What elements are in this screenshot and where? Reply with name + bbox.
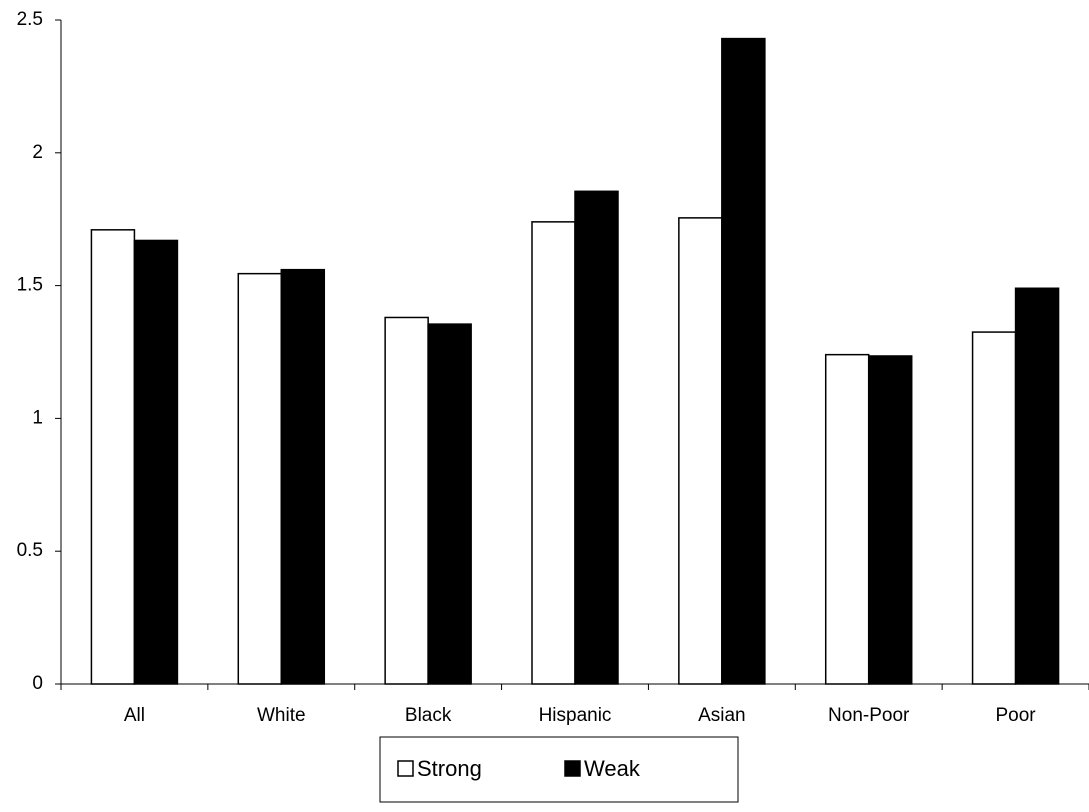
bar	[1014, 287, 1060, 685]
bar	[237, 272, 283, 685]
bar	[824, 353, 870, 685]
bar	[678, 217, 723, 685]
y-tick-label: 0.5	[17, 540, 43, 561]
x-tick-label: White	[257, 705, 306, 726]
bar	[867, 355, 913, 685]
x-tick-label: Asian	[698, 705, 746, 726]
legend-swatch	[397, 760, 414, 777]
bar	[574, 190, 619, 685]
x-tick-label: Non-Poor	[828, 705, 910, 726]
x-tick-label: All	[124, 705, 145, 726]
x-tick-label: Black	[405, 705, 452, 726]
y-tick-label: 2	[32, 142, 43, 163]
bar	[90, 229, 136, 685]
bar	[384, 316, 429, 685]
bar	[721, 37, 766, 685]
x-tick-label: Hispanic	[539, 705, 612, 726]
y-tick-label: 0	[32, 673, 43, 694]
x-tick-label: Poor	[996, 705, 1037, 726]
legend-box	[379, 736, 739, 803]
bar	[971, 331, 1017, 685]
bar	[531, 221, 576, 685]
y-tick-label: 2.5	[17, 9, 43, 30]
y-tick-label: 1	[32, 407, 43, 428]
legend-label: Weak	[584, 756, 641, 781]
y-tick-label: 1.5	[17, 275, 43, 296]
bar	[427, 323, 472, 685]
bar	[280, 268, 326, 685]
legend-label: Strong	[417, 756, 482, 781]
bar	[133, 239, 179, 685]
legend-swatch	[564, 760, 581, 777]
